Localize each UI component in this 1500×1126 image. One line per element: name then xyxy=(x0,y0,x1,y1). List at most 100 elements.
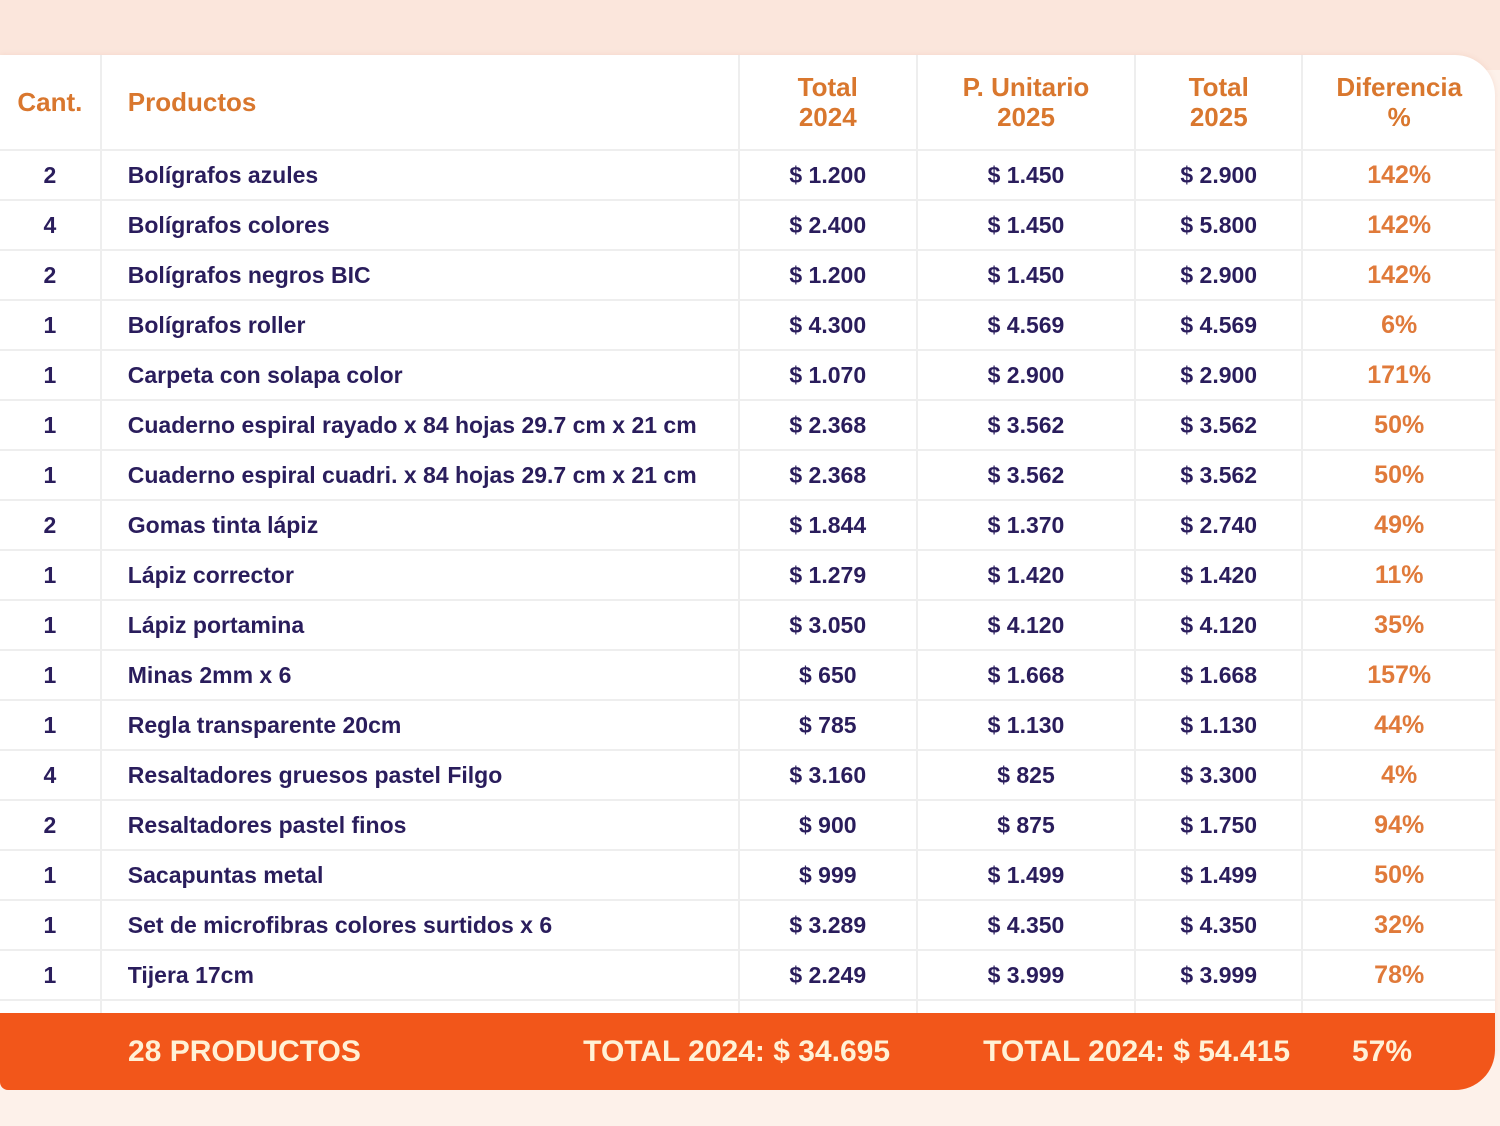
table-row: 4 Resaltadores gruesos pastel Filgo $ 3.16… xyxy=(0,750,1495,801)
table-row: 2 Resaltadores pastel finos $ 900 $ 875 $ 1.… xyxy=(0,800,1495,851)
cell-total-2024: $ 900 xyxy=(738,800,918,851)
cell-total-2025: $ 2.900 xyxy=(1135,250,1304,301)
header-productos: Productos xyxy=(100,55,740,151)
cell-total-2024: $ 999 xyxy=(738,850,918,901)
header-diferencia: Diferencia% xyxy=(1302,55,1495,151)
cell-total-2025: $ 4.350 xyxy=(1135,900,1304,951)
header-line: Diferencia xyxy=(1336,72,1463,102)
footer-diff: 57% xyxy=(1352,1035,1413,1068)
table-row: 1 Set de microfibras colores surtidos x 6… xyxy=(0,900,1495,951)
cell-cant: 1 xyxy=(0,650,102,701)
cell-pu-2025: $ 1.668 xyxy=(916,650,1137,701)
header-line: P. Unitario xyxy=(962,72,1090,102)
cell-cant: 2 xyxy=(0,250,102,301)
table-row: 1 Bolígrafos roller $ 4.300 $ 4.569 $ 4.569 6… xyxy=(0,300,1495,351)
header-line: Total xyxy=(797,72,858,102)
cell-producto: Set de microfibras colores surtidos x 6 xyxy=(100,900,740,951)
table-row: 1 Lápiz portamina $ 3.050 $ 4.120 $ 4.120 35% xyxy=(0,600,1495,651)
cell-pu-2025: $ 1.450 xyxy=(916,250,1137,301)
cell-diferencia: 44% xyxy=(1302,700,1495,751)
cell-diferencia: 157% xyxy=(1302,650,1495,701)
cell-cant: 1 xyxy=(0,600,102,651)
cell-cant: 4 xyxy=(0,200,102,251)
footer-total-2024: TOTAL 2024: $ 34.695 xyxy=(583,1035,890,1068)
cell-producto: Carpeta con solapa color xyxy=(100,350,740,401)
cell-total-2024: $ 3.289 xyxy=(738,900,918,951)
cell-total-2025: $ 3.562 xyxy=(1135,400,1304,451)
cell-total-2025: $ 4.120 xyxy=(1135,600,1304,651)
header-line: % xyxy=(1387,102,1411,132)
cell-diferencia: 171% xyxy=(1302,350,1495,401)
cell-diferencia: 50% xyxy=(1302,850,1495,901)
cell-diferencia: 142% xyxy=(1302,150,1495,201)
cell-pu-2025: $ 1.370 xyxy=(916,500,1137,551)
cell-producto: Cuaderno espiral rayado x 84 hojas 29.7 … xyxy=(100,400,740,451)
cell-cant: 1 xyxy=(0,850,102,901)
cell-pu-2025: $ 2.900 xyxy=(916,350,1137,401)
cell-diferencia: 4% xyxy=(1302,750,1495,801)
cell-total-2024: $ 4.300 xyxy=(738,300,918,351)
cell-total-2024: $ 3.160 xyxy=(738,750,918,801)
cell-diferencia: 142% xyxy=(1302,200,1495,251)
cell-cant: 1 xyxy=(0,700,102,751)
cell-producto: Tijera 17cm xyxy=(100,950,740,1001)
cell-total-2025: $ 1.668 xyxy=(1135,650,1304,701)
cell-total-2024: $ 2.368 xyxy=(738,450,918,501)
cell-pu-2025: $ 1.450 xyxy=(916,200,1137,251)
table-row: 1 Cuaderno espiral rayado x 84 hojas 29.7… xyxy=(0,400,1495,451)
cell-pu-2025: $ 3.562 xyxy=(916,450,1137,501)
cell-total-2025: $ 2.900 xyxy=(1135,150,1304,201)
cell-producto: Bolígrafos azules xyxy=(100,150,740,201)
cell-total-2024: $ 2.368 xyxy=(738,400,918,451)
footer-total-2025: TOTAL 2024: $ 54.415 xyxy=(983,1035,1290,1068)
cell-total-2024: $ 1.200 xyxy=(738,250,918,301)
cell-diferencia: 50% xyxy=(1302,450,1495,501)
cell-total-2025: $ 3.562 xyxy=(1135,450,1304,501)
cell-producto: Cuaderno espiral cuadri. x 84 hojas 29.7… xyxy=(100,450,740,501)
cell-pu-2025: $ 875 xyxy=(916,800,1137,851)
cell-producto: Resaltadores pastel finos xyxy=(100,800,740,851)
footer-count: 28 PRODUCTOS xyxy=(128,1035,361,1068)
cell-cant: 4 xyxy=(0,750,102,801)
cell-total-2025: $ 1.499 xyxy=(1135,850,1304,901)
cell-diferencia: 50% xyxy=(1302,400,1495,451)
cell-total-2025: $ 3.300 xyxy=(1135,750,1304,801)
cell-cant: 1 xyxy=(0,550,102,601)
cell-diferencia: 11% xyxy=(1302,550,1495,601)
cell-total-2025: $ 2.900 xyxy=(1135,350,1304,401)
cell-pu-2025: $ 4.569 xyxy=(916,300,1137,351)
header-row: Cant. Productos Total 2024 P. Unitario 202… xyxy=(0,55,1495,151)
cell-total-2025: $ 1.130 xyxy=(1135,700,1304,751)
cell-pu-2025: $ 3.999 xyxy=(916,950,1137,1001)
table-row: 2 Bolígrafos azules $ 1.200 $ 1.450 $ 2.900 1… xyxy=(0,150,1495,201)
cell-total-2024: $ 650 xyxy=(738,650,918,701)
cell-producto: Sacapuntas metal xyxy=(100,850,740,901)
cell-diferencia: 94% xyxy=(1302,800,1495,851)
cell-total-2025: $ 4.569 xyxy=(1135,300,1304,351)
cell-producto: Bolígrafos roller xyxy=(100,300,740,351)
cell-diferencia: 6% xyxy=(1302,300,1495,351)
cell-total-2024: $ 1.279 xyxy=(738,550,918,601)
header-line: Total xyxy=(1188,72,1249,102)
table-row: 1 Sacapuntas metal $ 999 $ 1.499 $ 1.499 50% xyxy=(0,850,1495,901)
table-row: 4 Bolígrafos colores $ 2.400 $ 1.450 $ 5.800… xyxy=(0,200,1495,251)
cell-pu-2025: $ 4.350 xyxy=(916,900,1137,951)
cell-cant: 1 xyxy=(0,450,102,501)
price-table: Cant. Productos Total 2024 P. Unitario 202… xyxy=(0,55,1495,1051)
cell-pu-2025: $ 1.130 xyxy=(916,700,1137,751)
cell-cant: 1 xyxy=(0,300,102,351)
table-row: 1 Cuaderno espiral cuadri. x 84 hojas 29.… xyxy=(0,450,1495,501)
header-total-2024: Total 2024 xyxy=(738,55,918,151)
totals-footer: 28 PRODUCTOS TOTAL 2024: $ 34.695 TOTAL … xyxy=(0,1013,1495,1090)
cell-pu-2025: $ 4.120 xyxy=(916,600,1137,651)
cell-total-2024: $ 1.200 xyxy=(738,150,918,201)
cell-total-2024: $ 2.400 xyxy=(738,200,918,251)
cell-total-2024: $ 1.844 xyxy=(738,500,918,551)
cell-cant: 1 xyxy=(0,900,102,951)
cell-producto: Regla transparente 20cm xyxy=(100,700,740,751)
cell-producto: Resaltadores gruesos pastel Filgo xyxy=(100,750,740,801)
cell-diferencia: 32% xyxy=(1302,900,1495,951)
cell-pu-2025: $ 1.420 xyxy=(916,550,1137,601)
cell-cant: 2 xyxy=(0,150,102,201)
table-row: 1 Carpeta con solapa color $ 1.070 $ 2.900 $… xyxy=(0,350,1495,401)
